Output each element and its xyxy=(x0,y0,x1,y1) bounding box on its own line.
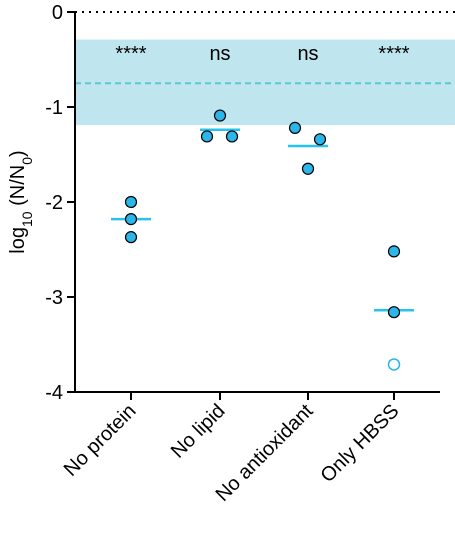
y-tick-label: 0 xyxy=(52,2,63,24)
y-tick-label: -3 xyxy=(45,287,63,309)
y-label-part: ) xyxy=(7,150,29,157)
x-tick-label: No lipid xyxy=(167,400,230,463)
y-label-part: log xyxy=(7,227,29,254)
data-point xyxy=(124,213,138,226)
y-tick-label: -2 xyxy=(45,192,63,214)
y-tick-label: -1 xyxy=(45,97,63,119)
y-label-part: 0 xyxy=(19,157,35,165)
data-point xyxy=(200,130,214,143)
annotation: ns xyxy=(209,43,230,65)
x-tick-label: No protein xyxy=(60,400,141,481)
data-point xyxy=(387,306,401,319)
data-point xyxy=(225,130,239,143)
data-point xyxy=(387,358,401,371)
y-tick-label: -4 xyxy=(45,382,63,404)
data-point xyxy=(124,231,138,244)
y-label-part: 10 xyxy=(19,211,35,227)
data-point xyxy=(301,162,315,175)
data-point xyxy=(313,133,327,146)
y-axis-label: log10 (N/N0) xyxy=(7,150,35,253)
data-point xyxy=(288,121,302,135)
data-point xyxy=(387,245,401,258)
annotation: **** xyxy=(378,43,409,65)
data-point xyxy=(124,195,138,209)
annotation: ns xyxy=(297,43,318,65)
annotation: **** xyxy=(115,43,146,65)
x-tick-label: Only HBSS xyxy=(316,400,403,487)
y-label-part: (N/N xyxy=(7,165,29,212)
data-point xyxy=(213,109,227,122)
